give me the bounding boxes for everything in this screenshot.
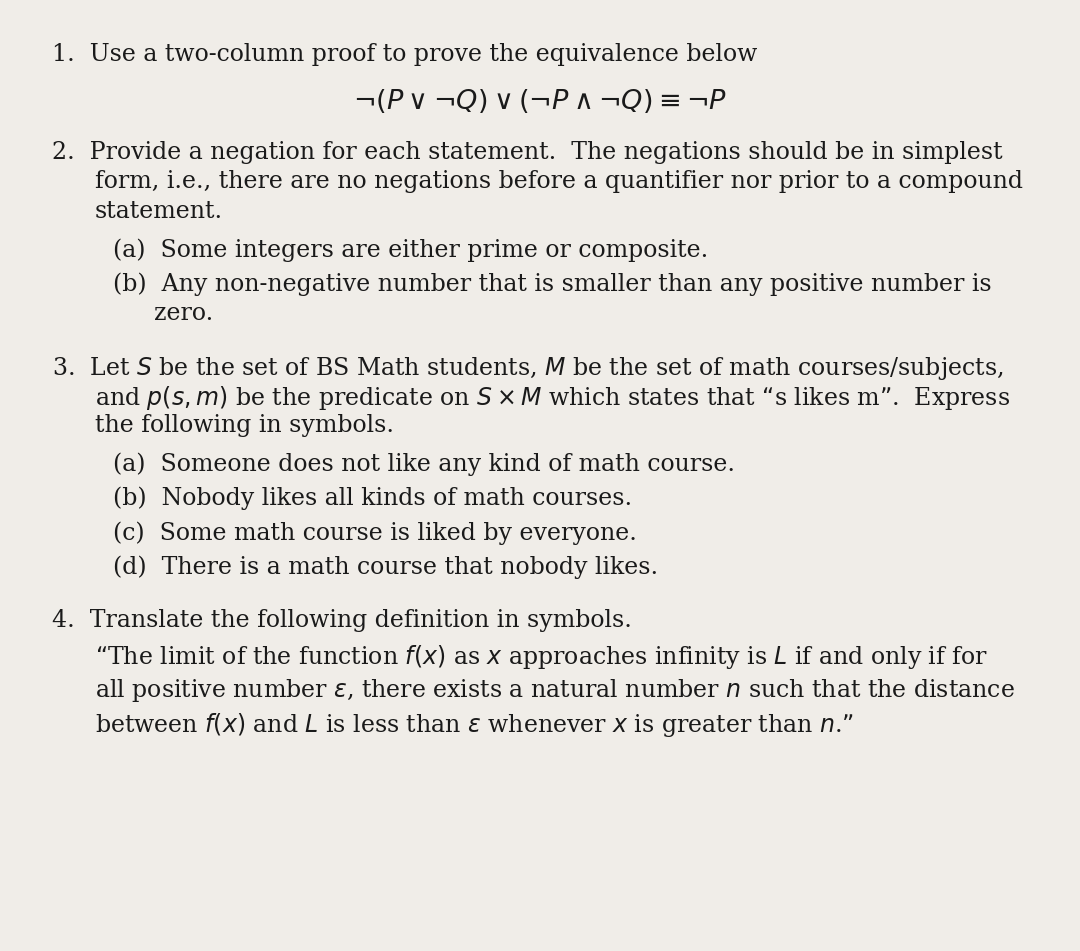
- Text: 1.  Use a two-column proof to prove the equivalence below: 1. Use a two-column proof to prove the e…: [52, 43, 757, 66]
- Text: the following in symbols.: the following in symbols.: [95, 414, 394, 437]
- Text: (b)  Nobody likes all kinds of math courses.: (b) Nobody likes all kinds of math cours…: [113, 487, 633, 511]
- Text: zero.: zero.: [154, 302, 214, 325]
- Text: (a)  Someone does not like any kind of math course.: (a) Someone does not like any kind of ma…: [113, 453, 735, 476]
- Text: (c)  Some math course is liked by everyone.: (c) Some math course is liked by everyon…: [113, 521, 637, 545]
- Text: all positive number $\epsilon$, there exists a natural number $n$ such that the : all positive number $\epsilon$, there ex…: [95, 677, 1015, 704]
- Text: 3.  Let $S$ be the set of BS Math students, $M$ be the set of math courses/subje: 3. Let $S$ be the set of BS Math student…: [52, 355, 1003, 381]
- Text: $\neg(P \vee \neg Q) \vee (\neg P \wedge \neg Q) \equiv \neg P$: $\neg(P \vee \neg Q) \vee (\neg P \wedge…: [353, 87, 727, 115]
- Text: statement.: statement.: [95, 200, 224, 223]
- Text: between $f(x)$ and $L$ is less than $\epsilon$ whenever $x$ is greater than $n$.: between $f(x)$ and $L$ is less than $\ep…: [95, 711, 854, 739]
- Text: form, i.e., there are no negations before a quantifier nor prior to a compound: form, i.e., there are no negations befor…: [95, 170, 1023, 193]
- Text: and $p(s, m)$ be the predicate on $S \times M$ which states that “s likes m”.  E: and $p(s, m)$ be the predicate on $S \ti…: [95, 384, 1010, 412]
- Text: (d)  There is a math course that nobody likes.: (d) There is a math course that nobody l…: [113, 555, 659, 579]
- Text: 4.  Translate the following definition in symbols.: 4. Translate the following definition in…: [52, 609, 632, 631]
- Text: 2.  Provide a negation for each statement.  The negations should be in simplest: 2. Provide a negation for each statement…: [52, 141, 1002, 164]
- Text: (a)  Some integers are either prime or composite.: (a) Some integers are either prime or co…: [113, 239, 708, 262]
- Text: “The limit of the function $f(x)$ as $x$ approaches infinity is $L$ if and only : “The limit of the function $f(x)$ as $x$…: [95, 643, 988, 670]
- Text: (b)  Any non-negative number that is smaller than any positive number is: (b) Any non-negative number that is smal…: [113, 273, 993, 297]
